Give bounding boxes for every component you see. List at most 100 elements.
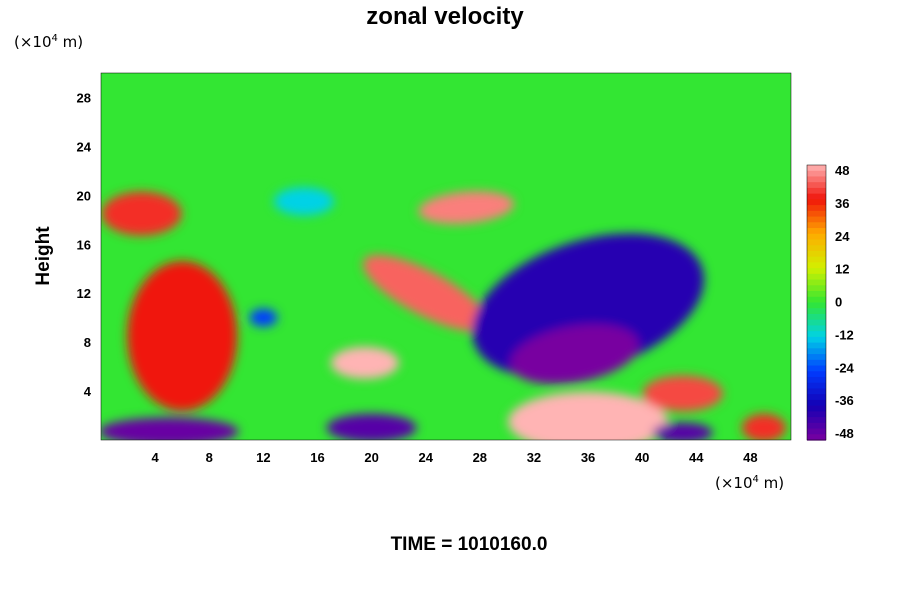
x-tick-label: 8 bbox=[206, 450, 213, 465]
heatmap-region bbox=[249, 308, 278, 327]
x-tick-label: 20 bbox=[364, 450, 378, 465]
heatmap-regions bbox=[101, 187, 786, 440]
colorbar-segment bbox=[807, 228, 826, 235]
colorbar-segment bbox=[807, 233, 826, 241]
x-tick-label: 40 bbox=[635, 450, 649, 465]
x-tick-label: 4 bbox=[152, 450, 160, 465]
colorbar-segment bbox=[807, 319, 826, 327]
colorbar-segment bbox=[807, 331, 826, 338]
heatmap-region bbox=[273, 187, 334, 216]
plot-frame bbox=[100, 72, 792, 441]
heatmap-region bbox=[418, 191, 515, 225]
colorbar-segment bbox=[807, 205, 826, 212]
colorbar-segment bbox=[807, 342, 826, 349]
colorbar-segment bbox=[807, 411, 826, 418]
colorbar-segment bbox=[807, 273, 826, 281]
colorbar-tick-label: 48 bbox=[835, 163, 849, 178]
colorbar-segment bbox=[807, 182, 826, 189]
colorbar-segment bbox=[807, 336, 826, 344]
heatmap-region bbox=[330, 346, 399, 379]
colorbar-segment bbox=[807, 262, 826, 269]
time-label: TIME = 1010160.0 bbox=[391, 534, 548, 555]
heatmap-region bbox=[326, 413, 417, 440]
x-tick-label: 16 bbox=[310, 450, 324, 465]
plot-area bbox=[101, 73, 791, 440]
colorbar-segment bbox=[807, 354, 826, 361]
y-tick-label: 16 bbox=[77, 237, 91, 252]
x-tick-label: 24 bbox=[418, 450, 433, 465]
colorbar-segment bbox=[807, 422, 826, 430]
y-tick-label: 20 bbox=[77, 188, 91, 203]
colorbar-segment bbox=[807, 417, 826, 424]
colorbar-segment bbox=[807, 348, 826, 355]
colorbar-segment bbox=[807, 388, 826, 395]
y-tick-labels: 4 8 12 16 20 24 28 bbox=[77, 90, 92, 399]
colorbar-segment bbox=[807, 256, 826, 263]
colorbar-segment bbox=[807, 268, 826, 275]
heatmap-region bbox=[642, 375, 723, 412]
y-unit-label: (×104 m) bbox=[14, 33, 83, 51]
y-tick-label: 24 bbox=[77, 139, 92, 154]
y-tick-label: 28 bbox=[77, 90, 91, 105]
heatmap-region bbox=[652, 422, 713, 440]
colorbar-segment bbox=[807, 434, 826, 441]
colorbar-segment bbox=[807, 302, 826, 309]
colorbar-tick-label: -36 bbox=[835, 393, 854, 408]
colorbar-segment bbox=[807, 296, 826, 304]
colorbar-segment bbox=[807, 210, 826, 218]
heatmap-region bbox=[741, 413, 786, 440]
colorbar-segment bbox=[807, 365, 826, 372]
colorbar-segment bbox=[807, 325, 826, 332]
colorbar-tick-label: -48 bbox=[835, 426, 854, 441]
colorbar-tick-label: 24 bbox=[835, 229, 850, 244]
y-axis-label: Height bbox=[33, 226, 54, 286]
heatmap-region bbox=[101, 191, 182, 236]
x-tick-label: 12 bbox=[256, 450, 270, 465]
colorbar-segment bbox=[807, 216, 826, 223]
x-tick-label: 32 bbox=[527, 450, 541, 465]
colorbar-segment bbox=[807, 170, 826, 178]
chart-title: zonal velocity bbox=[366, 3, 524, 30]
colorbar-segment bbox=[807, 405, 826, 412]
y-tick-label: 8 bbox=[84, 335, 91, 350]
colorbar-segment bbox=[807, 285, 826, 292]
colorbar-segment bbox=[807, 394, 826, 401]
colorbar-tick-labels: 48 36 24 12 0 -12 -24 -36 -48 bbox=[835, 163, 855, 441]
y-tick-label: 4 bbox=[84, 384, 92, 399]
colorbar-segment bbox=[807, 359, 826, 367]
colorbar-segment bbox=[807, 176, 826, 183]
colorbar-segment bbox=[807, 428, 826, 435]
colorbar-tick-label: -24 bbox=[835, 360, 855, 375]
colorbar-segment bbox=[807, 245, 826, 252]
colorbar-segment bbox=[807, 187, 826, 195]
colorbar-segment bbox=[807, 291, 826, 298]
colorbar-segment bbox=[807, 250, 826, 258]
colorbar-segment bbox=[807, 199, 826, 206]
colorbar-segment bbox=[807, 193, 826, 200]
colorbar-segment bbox=[807, 165, 826, 172]
colorbar-segment bbox=[807, 313, 826, 321]
colorbar-segment bbox=[807, 308, 826, 315]
colorbar-segment bbox=[807, 382, 826, 390]
x-tick-label: 28 bbox=[473, 450, 487, 465]
colorbar-tick-label: -12 bbox=[835, 327, 854, 342]
colorbar-segment bbox=[807, 239, 826, 246]
colorbar-segment bbox=[807, 222, 826, 229]
x-tick-label: 44 bbox=[689, 450, 704, 465]
x-tick-labels: 4 8 12 16 20 24 28 32 36 40 44 48 bbox=[152, 450, 758, 465]
heatmap-region bbox=[101, 417, 239, 440]
colorbar bbox=[806, 164, 827, 441]
colorbar-tick-label: 0 bbox=[835, 295, 842, 310]
colorbar-frame bbox=[806, 164, 827, 441]
heatmap-region bbox=[363, 255, 489, 332]
colorbar-tick-label: 12 bbox=[835, 262, 849, 277]
x-tick-label: 36 bbox=[581, 450, 595, 465]
heatmap-region bbox=[127, 261, 238, 412]
y-tick-label: 12 bbox=[77, 286, 91, 301]
heatmap-region bbox=[508, 391, 669, 440]
heatmap-region bbox=[510, 324, 639, 385]
colorbar-segment bbox=[807, 376, 826, 384]
colorbar-segment bbox=[807, 399, 826, 407]
colorbar-segment bbox=[807, 371, 826, 378]
